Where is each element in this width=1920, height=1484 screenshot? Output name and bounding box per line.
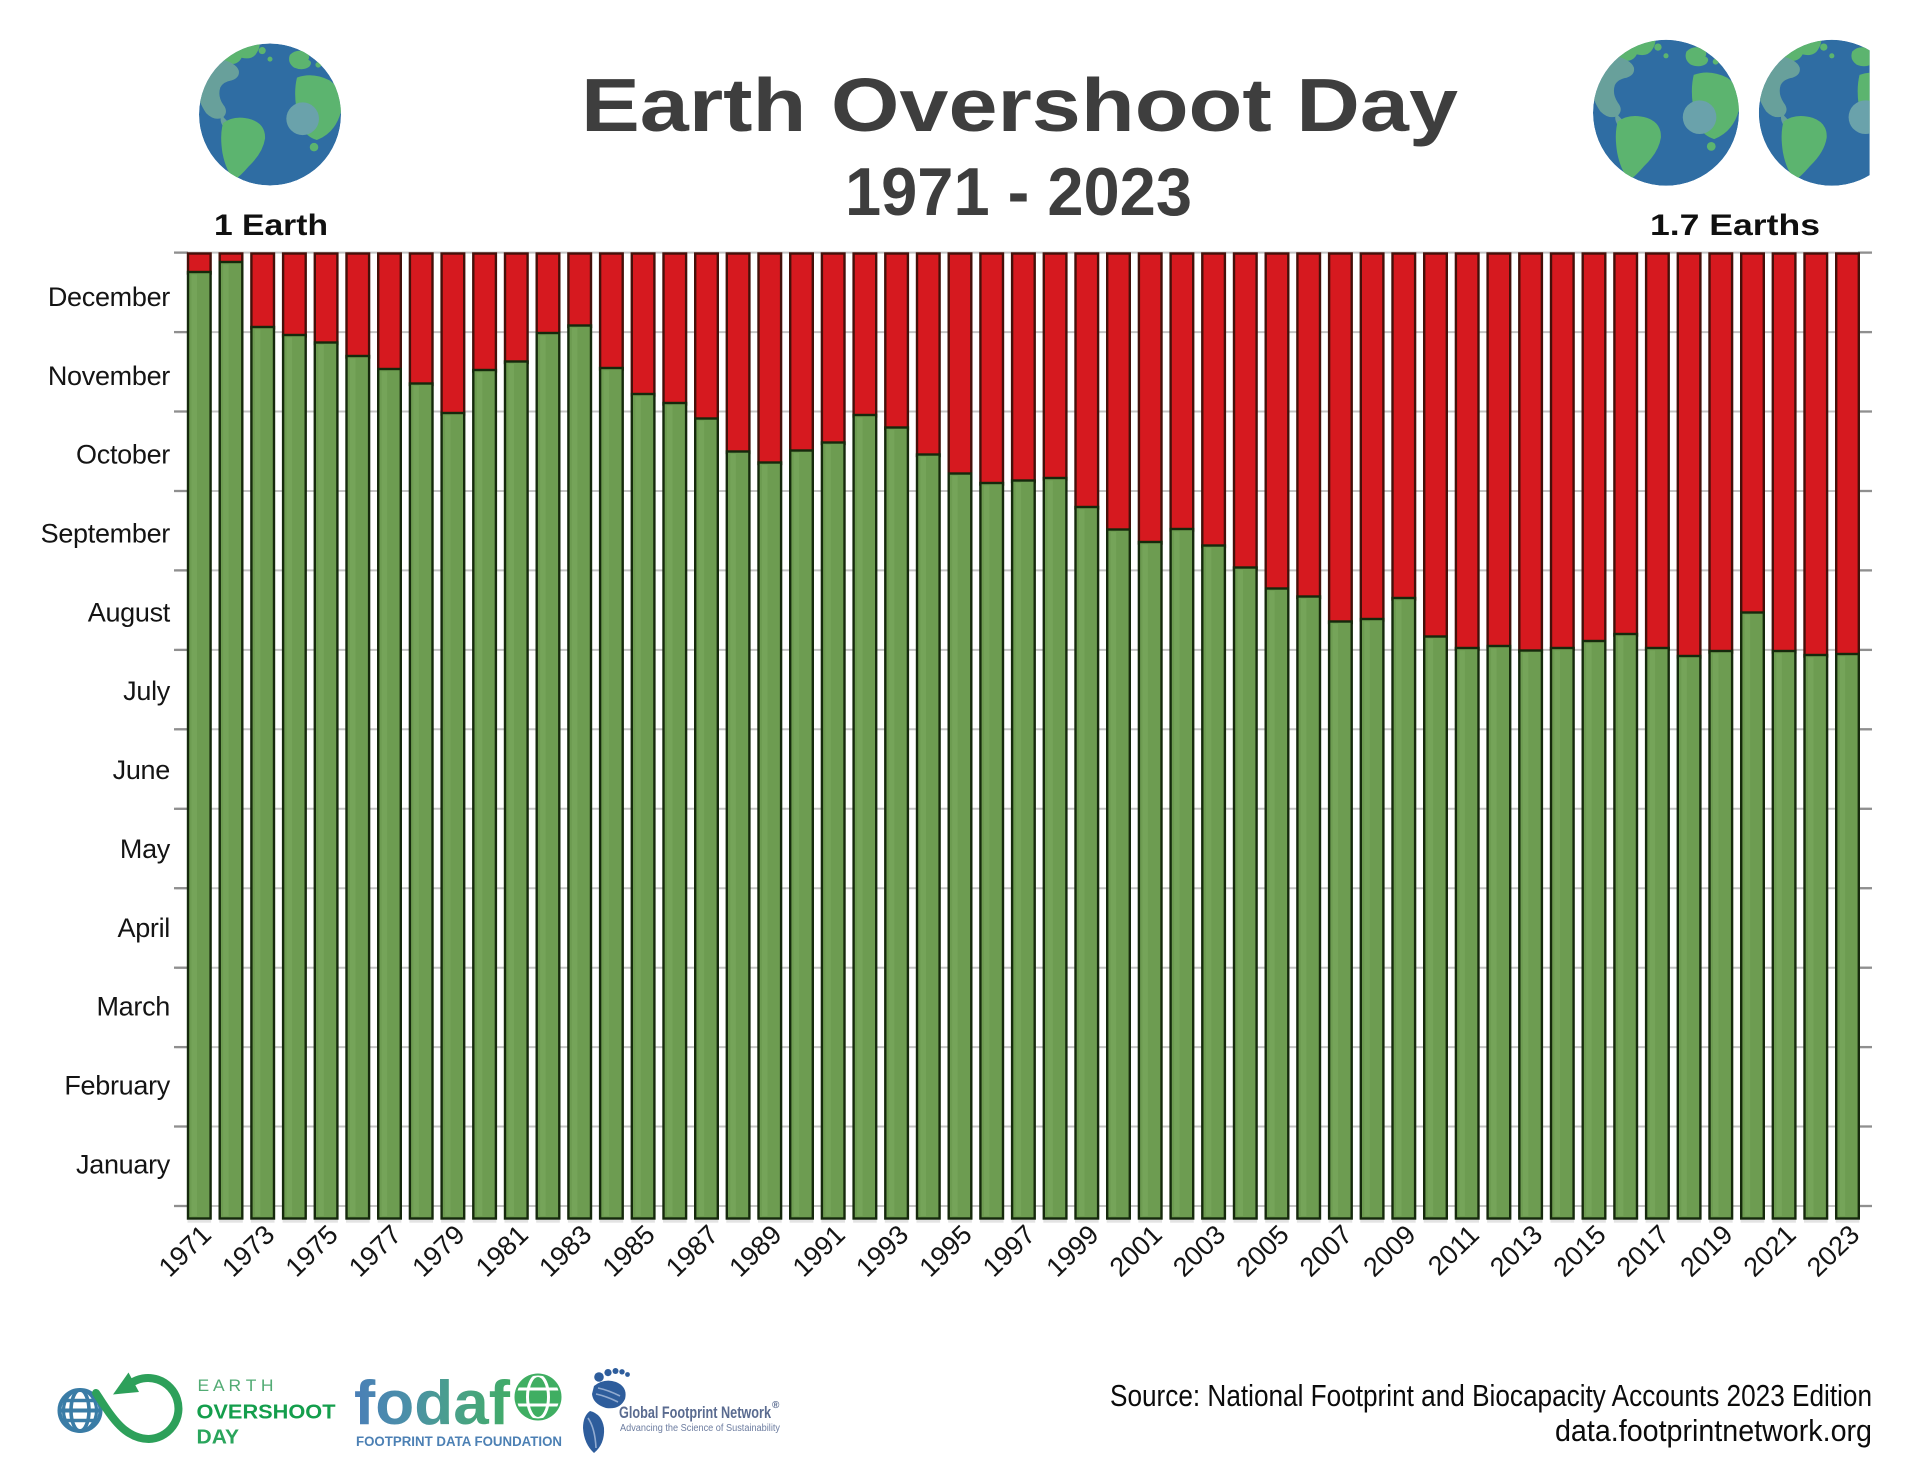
svg-text:fodaf: fodaf xyxy=(354,1369,510,1438)
svg-text:DAY: DAY xyxy=(197,1427,240,1449)
svg-text:March: March xyxy=(96,992,170,1022)
svg-text:Source: National Footprint and: Source: National Footprint and Biocapaci… xyxy=(1110,1378,1872,1413)
svg-text:October: October xyxy=(76,440,170,470)
svg-text:1971 - 2023: 1971 - 2023 xyxy=(845,154,1192,230)
svg-text:July: July xyxy=(123,676,171,706)
svg-text:2011: 2011 xyxy=(1422,1219,1485,1281)
svg-text:1979: 1979 xyxy=(407,1219,471,1282)
svg-text:data.footprintnetwork.org: data.footprintnetwork.org xyxy=(1555,1413,1872,1448)
svg-text:2007: 2007 xyxy=(1294,1219,1358,1282)
svg-text:September: September xyxy=(41,519,171,549)
svg-text:November: November xyxy=(48,361,170,391)
svg-text:1977: 1977 xyxy=(343,1219,407,1282)
svg-text:2019: 2019 xyxy=(1674,1219,1738,1282)
svg-text:2013: 2013 xyxy=(1484,1219,1548,1282)
svg-text:2023: 2023 xyxy=(1801,1219,1865,1282)
svg-text:Advancing the Science of Susta: Advancing the Science of Sustainability xyxy=(620,1423,780,1434)
svg-text:1993: 1993 xyxy=(850,1219,914,1282)
svg-text:®: ® xyxy=(772,1400,780,1411)
svg-text:1987: 1987 xyxy=(660,1219,724,1282)
svg-text:December: December xyxy=(48,282,170,312)
svg-text:2021: 2021 xyxy=(1738,1219,1802,1282)
svg-text:1973: 1973 xyxy=(216,1219,280,1282)
svg-text:1983: 1983 xyxy=(533,1219,597,1282)
svg-text:May: May xyxy=(120,834,171,864)
svg-text:August: August xyxy=(88,597,171,627)
svg-text:2003: 2003 xyxy=(1167,1219,1231,1282)
svg-text:1997: 1997 xyxy=(977,1219,1041,1282)
svg-text:1989: 1989 xyxy=(723,1219,787,1282)
svg-text:January: January xyxy=(76,1149,171,1179)
svg-text:1999: 1999 xyxy=(1040,1219,1104,1282)
svg-text:1995: 1995 xyxy=(914,1219,978,1282)
svg-text:2017: 2017 xyxy=(1611,1219,1675,1282)
svg-text:2015: 2015 xyxy=(1548,1219,1612,1282)
svg-text:2009: 2009 xyxy=(1357,1219,1421,1282)
svg-text:Earth Overshoot Day: Earth Overshoot Day xyxy=(581,63,1458,147)
svg-text:1 Earth: 1 Earth xyxy=(214,209,328,242)
svg-text:2005: 2005 xyxy=(1231,1219,1295,1282)
svg-text:1971: 1971 xyxy=(153,1219,217,1282)
svg-text:February: February xyxy=(64,1071,170,1101)
svg-text:E A R T H: E A R T H xyxy=(198,1377,274,1395)
svg-text:FOOTPRINT DATA FOUNDATION: FOOTPRINT DATA FOUNDATION xyxy=(356,1434,562,1449)
svg-text:April: April xyxy=(117,913,170,943)
svg-text:1975: 1975 xyxy=(280,1219,344,1282)
svg-text:OVERSHOOT: OVERSHOOT xyxy=(197,1402,336,1424)
svg-text:1981: 1981 xyxy=(470,1219,534,1282)
svg-text:1991: 1991 xyxy=(787,1219,851,1282)
svg-text:Global Footprint Network: Global Footprint Network xyxy=(619,1403,771,1422)
svg-text:1985: 1985 xyxy=(597,1219,661,1282)
svg-text:June: June xyxy=(113,755,170,785)
svg-text:2001: 2001 xyxy=(1104,1219,1168,1282)
svg-text:1.7 Earths: 1.7 Earths xyxy=(1650,209,1820,242)
